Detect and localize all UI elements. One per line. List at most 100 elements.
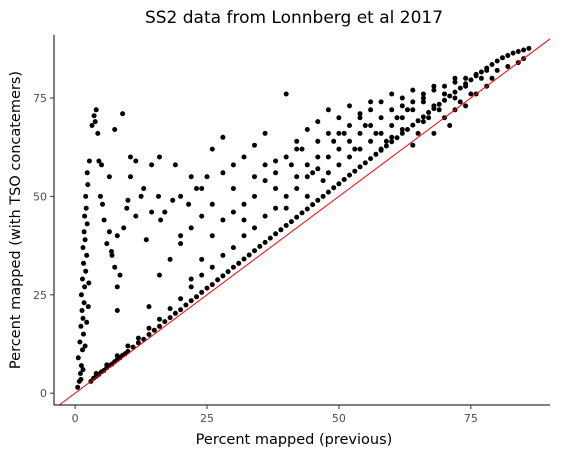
reference-line [58,38,551,406]
data-point [84,319,90,325]
data-point [114,284,120,290]
data-point [100,201,105,207]
data-point [172,310,178,316]
data-point [304,162,310,168]
data-point [194,186,199,191]
data-point [288,219,294,225]
data-point [383,138,389,144]
data-point [236,260,242,266]
data-point [241,233,247,239]
data-point [431,103,437,109]
data-point [86,280,92,286]
data-point [294,186,300,191]
data-point [230,264,236,270]
data-point [368,138,374,144]
data-point [138,193,144,199]
data-point [389,134,395,140]
data-point [85,182,91,188]
data-point [151,327,157,333]
data-point [112,127,118,132]
data-point [82,343,88,349]
data-point [156,193,161,199]
data-point [399,130,405,136]
data-point [84,221,90,227]
data-point [117,272,123,278]
data-point [172,162,178,168]
data-point [241,256,247,262]
data-point [431,130,437,136]
data-point [188,276,194,282]
data-point [473,71,479,77]
ticks-layer: 0 25 50 75 0 25 50 75 [33,92,478,425]
data-point [383,143,389,149]
data-point [415,130,421,136]
data-point [521,47,527,53]
data-point [188,298,194,304]
data-point [125,343,131,349]
data-point [194,294,199,300]
data-point [199,289,205,295]
data-point [394,135,400,141]
data-point [378,130,384,136]
data-point [399,103,405,109]
data-point [124,205,130,211]
data-point [457,99,463,105]
data-point [463,103,469,109]
data-point [357,111,363,117]
data-point [120,111,126,117]
data-point [267,235,273,241]
data-point [273,205,279,211]
data-point [81,331,86,337]
data-point [273,186,279,191]
data-point [468,77,474,83]
data-point [262,178,268,184]
data-point [84,252,90,258]
data-point [220,252,226,258]
data-point [294,174,300,180]
data-point [199,186,205,191]
data-point [288,162,294,168]
data-point [241,154,247,160]
y-tick-label: 75 [33,92,47,105]
data-point [420,114,426,120]
y-tick-label: 50 [33,190,47,203]
data-point [80,276,85,282]
data-point [114,233,120,239]
data-point [146,332,152,337]
data-point [294,214,300,220]
data-point [86,158,92,164]
data-point [368,107,374,113]
data-point [178,307,184,313]
data-point [452,89,458,95]
data-point [341,130,347,136]
data-point [320,193,326,199]
data-point [304,127,310,132]
data-point [149,162,155,168]
data-point [352,168,358,174]
data-point [246,252,252,258]
data-point [252,225,257,231]
data-point [478,69,484,75]
data-point [215,277,221,283]
data-point [378,99,384,105]
data-point [283,154,289,160]
data-point [399,95,405,101]
data-point [186,201,192,207]
data-point [252,248,257,254]
x-axis-label: Percent mapped (previous) [196,432,393,448]
data-point [230,162,236,168]
data-point [141,186,147,191]
data-point [299,210,305,216]
data-point [420,91,426,97]
data-point [209,282,215,288]
data-point [452,95,458,101]
data-point [399,115,405,121]
data-point [420,95,426,101]
data-point [209,201,215,207]
data-point [77,371,83,376]
data-point [304,193,310,199]
data-point [252,142,257,148]
data-point [178,296,184,302]
data-point [80,347,85,353]
